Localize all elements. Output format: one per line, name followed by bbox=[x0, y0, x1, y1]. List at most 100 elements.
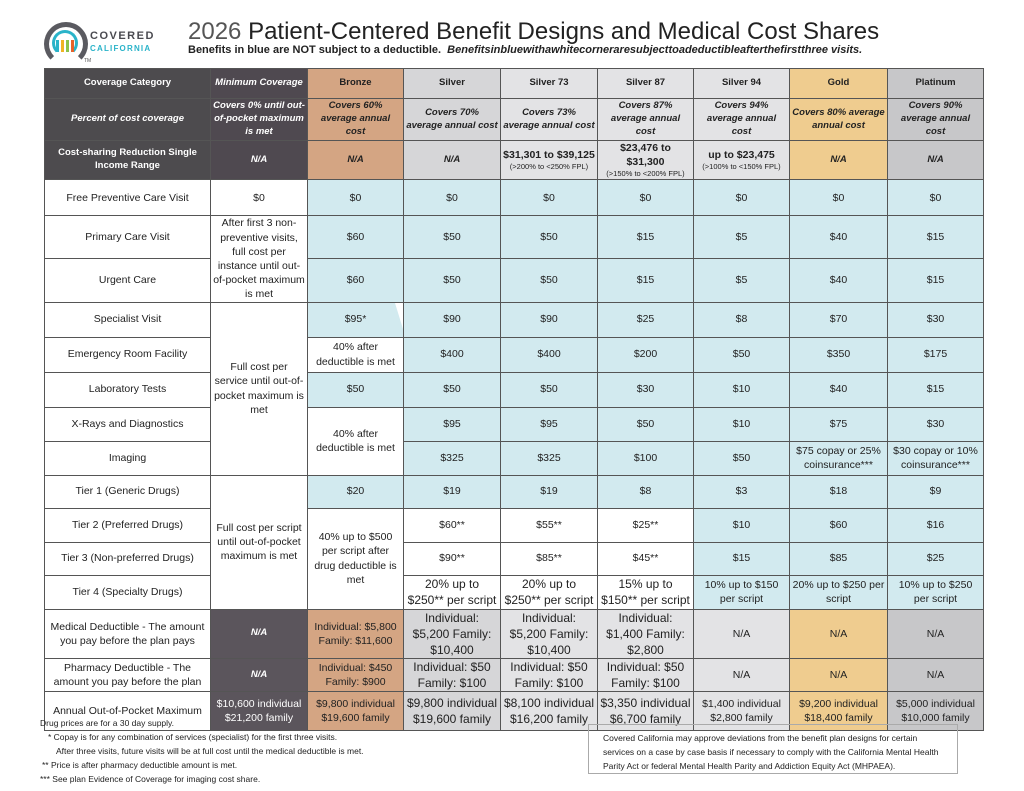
income-range-value: N/A bbox=[927, 153, 944, 165]
benefit-cell: $40 bbox=[789, 215, 888, 260]
table-row: Free Preventive Care Visit $0 $0 $0 $0 $0 $0 $0… bbox=[44, 179, 984, 217]
percent-coverage-cell: Covers 90% average annual cost bbox=[887, 98, 984, 141]
table-row: Pharmacy Deductible - The amount you pay… bbox=[44, 658, 984, 693]
benefit-cell: Individual: $50 Family: $100 bbox=[500, 658, 598, 693]
benefit-cell: $50 bbox=[693, 336, 790, 373]
table-row: Tier 1 (Generic Drugs) Full cost per scri… bbox=[44, 474, 984, 610]
benefit-cell: $50 bbox=[403, 215, 501, 260]
income-range-cell: N/A bbox=[307, 139, 404, 181]
benefit-cell: $0 bbox=[597, 179, 694, 217]
income-range-value: $31,301 to $39,125 bbox=[503, 149, 595, 162]
benefit-cell: $75 copay or 25% coinsurance*** bbox=[789, 440, 888, 476]
benefit-cell: $15 bbox=[887, 258, 984, 303]
footnote: Drug prices are for a 30 day supply. bbox=[40, 718, 175, 728]
benefit-cell: $0 bbox=[307, 179, 404, 217]
col-header-silver: Silver bbox=[403, 68, 501, 99]
benefit-cell: $85 bbox=[789, 541, 888, 576]
income-range-cell: N/A bbox=[403, 139, 501, 181]
benefit-cell: $18 bbox=[789, 474, 888, 509]
benefit-cell: $325 bbox=[403, 440, 501, 476]
benefit-cell: $19 bbox=[403, 474, 501, 509]
row-label: Imaging bbox=[44, 440, 211, 476]
benefit-cell: 40% after deductible is met bbox=[307, 406, 404, 476]
cost-sharing-row: Cost-sharing Reduction Single Income Ran… bbox=[44, 139, 984, 181]
benefit-cell: $0 bbox=[693, 179, 790, 217]
benefit-cell: N/A bbox=[789, 658, 888, 693]
disclaimer-box: Covered California may approve deviation… bbox=[588, 724, 958, 774]
table-row: Primary Care Visit After first 3 non-prev… bbox=[44, 215, 984, 303]
benefit-cell: Individual: $50 Family: $100 bbox=[403, 658, 501, 693]
benefit-cell: $40 bbox=[789, 371, 888, 408]
row-label: Percent of cost coverage bbox=[44, 98, 211, 141]
table-row: Tier 3 (Non-preferred Drugs) $90** $85** $4… bbox=[44, 541, 984, 576]
subtitle-bold: Benefits in blue are NOT subject to a de… bbox=[188, 44, 442, 56]
table-row: Laboratory Tests $50 $50 $50 $30 $10 $40 $15 bbox=[44, 371, 984, 408]
table-row: Annual Out-of-Pocket Maximum $10,600 indi… bbox=[44, 691, 984, 732]
row-label: Urgent Care bbox=[44, 258, 211, 303]
benefit-cell: $95 bbox=[403, 406, 501, 442]
percent-coverage-cell: Covers 73% average annual cost bbox=[500, 98, 598, 141]
footnote: * Copay is for any combination of servic… bbox=[48, 732, 338, 742]
page-subtitle: Benefits in blue are NOT subject to a de… bbox=[188, 44, 862, 56]
percent-coverage-cell: Covers 94% average annual cost bbox=[693, 98, 790, 141]
row-label: Annual Out-of-Pocket Maximum bbox=[44, 691, 211, 732]
benefit-cell: $60 bbox=[307, 215, 404, 260]
benefit-cell: 20% up to $250 per script bbox=[789, 574, 888, 610]
footnote: After three visits, future visits will b… bbox=[56, 746, 364, 756]
benefit-cell: $60 bbox=[307, 258, 404, 303]
benefit-cell: $10 bbox=[693, 507, 790, 543]
benefit-cell: $95 bbox=[500, 406, 598, 442]
page-title: 2026 Patient-Centered Benefit Designs an… bbox=[188, 18, 879, 46]
benefit-cell: $50 bbox=[597, 406, 694, 442]
benefit-cell: N/A bbox=[887, 658, 984, 693]
benefit-cell: $25** bbox=[597, 507, 694, 543]
benefit-cell: $30 bbox=[887, 301, 984, 338]
benefit-cell: $10 bbox=[693, 371, 790, 408]
benefit-cell: 20% up to $250** per script bbox=[403, 574, 501, 610]
benefit-cell: $55** bbox=[500, 507, 598, 543]
fpl-range: (>200% to <250% FPL) bbox=[509, 162, 589, 172]
benefit-cell: $50 bbox=[403, 258, 501, 303]
percent-coverage-cell: Covers 80% average annual cost bbox=[789, 98, 888, 141]
row-label: Free Preventive Care Visit bbox=[44, 179, 211, 217]
benefit-cell: Individual: $50 Family: $100 bbox=[597, 658, 694, 693]
table-row: Tier 4 (Specialty Drugs) 20% up to $250**… bbox=[44, 574, 984, 610]
row-label: Tier 4 (Specialty Drugs) bbox=[44, 574, 211, 610]
benefit-cell: 15% up to $150** per script bbox=[597, 574, 694, 610]
income-range-cell: $23,476 to $31,300 (>150% to <200% FPL) bbox=[597, 139, 694, 181]
benefit-cell: $9 bbox=[887, 474, 984, 509]
benefit-cell: $400 bbox=[500, 336, 598, 373]
benefit-cell: $95* bbox=[307, 301, 404, 338]
benefit-cell: $400 bbox=[403, 336, 501, 373]
fpl-range: (>150% to <200% FPL) bbox=[606, 169, 685, 179]
benefit-cell: $0 bbox=[789, 179, 888, 217]
table-row: Tier 2 (Preferred Drugs) 40% up to $500 p… bbox=[44, 507, 984, 610]
benefit-cell: $8,100 individual $16,200 family bbox=[500, 691, 598, 732]
benefit-cell: $325 bbox=[500, 440, 598, 476]
benefit-cell: $19 bbox=[500, 474, 598, 509]
benefit-cell: 10% up to $250 per script bbox=[887, 574, 984, 610]
logo-trademark: TM bbox=[84, 58, 92, 64]
row-label: Cost-sharing Reduction Single Income Ran… bbox=[44, 139, 211, 181]
header-row: Coverage Category Minimum Coverage Bronz… bbox=[44, 68, 984, 99]
benefit-cell: Individual: $450 Family: $900 bbox=[307, 658, 404, 693]
income-range-cell: N/A bbox=[887, 139, 984, 181]
benefit-cell: $15 bbox=[887, 215, 984, 260]
footnote: *** See plan Evidence of Coverage for im… bbox=[40, 774, 261, 784]
benefit-cell: $8 bbox=[597, 474, 694, 509]
income-range-cell: N/A bbox=[789, 139, 888, 181]
table-row: Medical Deductible - The amount you pay … bbox=[44, 608, 984, 660]
benefit-cell: Individual: $5,200 Family: $10,400 bbox=[403, 608, 501, 660]
benefit-cell: $100 bbox=[597, 440, 694, 476]
row-label: Medical Deductible - The amount you pay … bbox=[44, 608, 211, 660]
benefit-cell: $50 bbox=[500, 258, 598, 303]
benefit-cell: $30 bbox=[887, 406, 984, 442]
benefit-cell: $50 bbox=[500, 371, 598, 408]
benefit-cell: $5 bbox=[693, 258, 790, 303]
col-header-bronze: Bronze bbox=[307, 68, 404, 99]
income-range-cell: $31,301 to $39,125 (>200% to <250% FPL) bbox=[500, 139, 598, 181]
table-row: Imaging $325 $325 $100 $50 $75 copay or 25% c… bbox=[44, 440, 984, 476]
income-range-value: N/A bbox=[443, 153, 461, 165]
col-header-silver-73: Silver 73 bbox=[500, 68, 598, 99]
benefit-cell: N/A bbox=[210, 608, 308, 660]
